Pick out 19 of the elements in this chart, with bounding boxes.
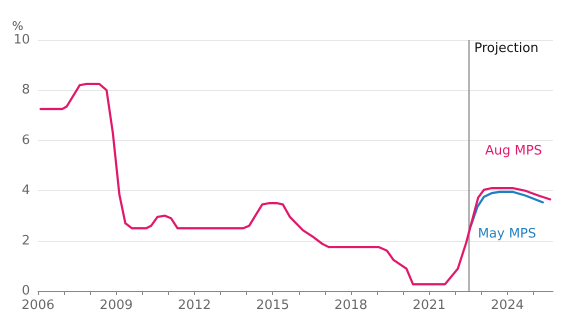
- x-tick-label: 2012: [178, 298, 212, 313]
- x-tick-label: 2009: [100, 298, 133, 313]
- x-tick-label: 2015: [256, 298, 290, 313]
- y-tick-label: 2: [22, 233, 30, 248]
- x-tick-label: 2006: [21, 298, 55, 313]
- y-tick-label: 6: [22, 132, 30, 148]
- y-tick-label: 10: [13, 32, 30, 48]
- y-tick-label: 4: [22, 183, 30, 198]
- y-tick-label: 0: [22, 284, 30, 298]
- line-series: [40, 82, 552, 286]
- x-tick-label: 2021: [412, 298, 446, 313]
- y-axis-title: %: [12, 19, 24, 33]
- line-series: [470, 190, 544, 227]
- x-tick-label: 2024: [490, 298, 524, 313]
- series-label: May MPS: [478, 226, 536, 242]
- y-tick-label: 8: [22, 82, 30, 98]
- ref-line-label: Projection: [474, 41, 539, 56]
- x-tick-label: 2018: [334, 298, 368, 313]
- text: Aug MPS: [485, 143, 542, 158]
